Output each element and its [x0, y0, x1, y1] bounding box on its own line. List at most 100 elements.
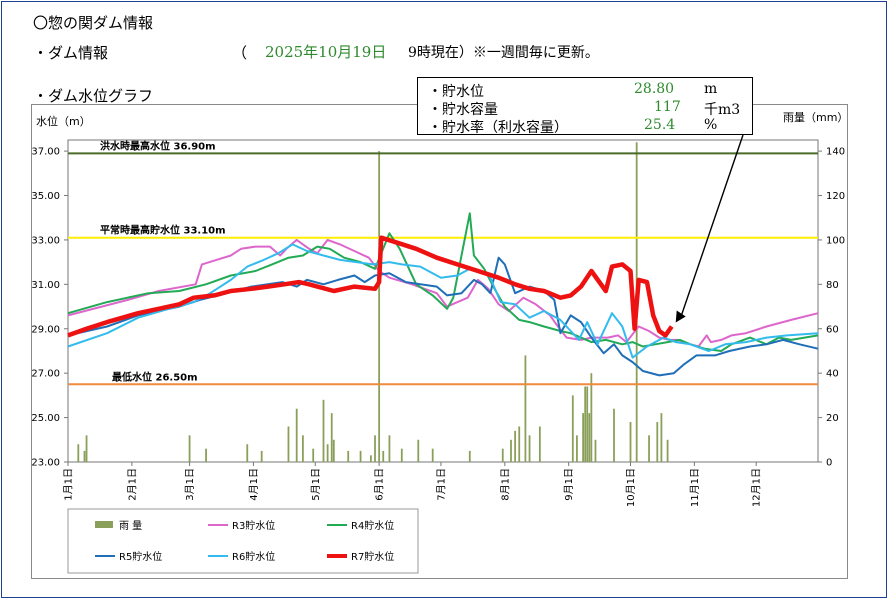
- rain-bar: [260, 450, 263, 462]
- x-tick-label: 6月1日: [374, 468, 386, 501]
- y-axis-label: 水位（m）: [36, 114, 91, 128]
- rain-bar: [613, 408, 615, 462]
- rain-bar: [588, 413, 591, 462]
- legend-swatch: [95, 521, 113, 528]
- rain-bar: [312, 448, 315, 462]
- reference-line-label: 洪水時最高水位 36.90m: [100, 139, 216, 152]
- y2-axis-label: 雨量（mm）: [783, 111, 848, 124]
- rain-bar: [468, 450, 471, 462]
- rain-bar: [400, 448, 403, 462]
- y2-tick-label: 40: [826, 369, 839, 380]
- y2-tick-label: 80: [826, 280, 839, 291]
- graph-heading: ・ダム水位グラフ: [33, 87, 154, 105]
- rain-bar: [501, 448, 504, 462]
- x-tick-label: 11月1日: [689, 468, 701, 507]
- rain-bar: [85, 435, 88, 462]
- rain-bar: [648, 435, 650, 462]
- plot-frame: [67, 139, 819, 463]
- info-value: 25.4: [644, 117, 676, 133]
- legend-label: 雨 量: [119, 520, 142, 532]
- rain-bar: [586, 386, 589, 462]
- y2-tick-label: 120: [826, 191, 845, 202]
- reference-line-label: 最低水位 26.50m: [112, 370, 198, 383]
- y-tick-label: 33.00: [31, 235, 60, 246]
- y-tick-label: 29.00: [31, 324, 60, 335]
- current-status-box: ・貯水位 28.80 m ・貯水容量 117 千m3 ・貯水率（利水容量） 25…: [417, 77, 753, 136]
- info-label: ・貯水容量: [428, 102, 498, 118]
- x-tick-label: 5月1日: [310, 468, 322, 501]
- rain-bar: [205, 448, 207, 462]
- info-unit: %: [704, 117, 718, 133]
- rain-bar: [188, 435, 191, 462]
- rain-bar: [571, 395, 574, 462]
- legend-label: R4貯水位: [351, 519, 394, 532]
- rain-bar: [629, 422, 632, 462]
- pointer-arrow-head: [675, 310, 686, 323]
- pointer-arrow: [681, 134, 744, 315]
- x-tick-label: 4月1日: [248, 468, 260, 501]
- rain-bar: [594, 439, 597, 462]
- info-value: 117: [654, 99, 681, 115]
- rain-bar: [590, 373, 593, 462]
- x-tick-label: 7月1日: [435, 468, 447, 501]
- y-tick-label: 23.00: [31, 458, 60, 469]
- rain-bar: [528, 435, 531, 462]
- rain-bar: [332, 439, 335, 462]
- date-open-paren: （: [232, 44, 248, 62]
- info-label: ・貯水位: [428, 84, 484, 100]
- reference-line-label: 平常時最高貯水位 33.10m: [100, 224, 226, 237]
- rain-bar: [374, 435, 376, 462]
- dam-info-heading: ・ダム情報: [33, 44, 109, 62]
- x-tick-label: 10月1日: [625, 468, 637, 507]
- rain-bar: [538, 426, 541, 462]
- rain-bar: [330, 413, 333, 462]
- x-tick-label: 2月1日: [126, 468, 138, 501]
- rain-bar: [295, 408, 298, 462]
- y2-tick-label: 0: [826, 458, 832, 469]
- rain-bar: [510, 439, 512, 462]
- y2-tick-label: 20: [826, 413, 839, 424]
- info-label: ・貯水率（利水容量）: [428, 120, 568, 136]
- y-tick-label: 25.00: [31, 413, 60, 424]
- legend-label: R3貯水位: [232, 519, 275, 532]
- rain-bar: [518, 426, 521, 462]
- series-line: [67, 235, 674, 338]
- update-date: 2025年10月19日: [265, 43, 387, 61]
- rain-bar: [347, 450, 350, 462]
- rain-bar: [431, 448, 434, 462]
- legend-label: R5貯水位: [119, 550, 162, 563]
- x-tick-label: 3月1日: [184, 468, 196, 501]
- legend-label: R7貯水位: [351, 550, 394, 563]
- x-tick-label: 9月1日: [563, 468, 575, 501]
- x-tick-label: 1月1日: [63, 468, 75, 501]
- x-tick-label: 8月1日: [499, 468, 511, 501]
- rain-bar: [369, 455, 372, 462]
- y-tick-label: 31.00: [31, 280, 60, 291]
- rain-bar: [77, 444, 80, 462]
- legend-box: [67, 508, 419, 574]
- info-value: 28.80: [634, 81, 675, 97]
- rain-bar: [514, 430, 517, 462]
- page-title: 〇惣の関ダム情報: [33, 14, 154, 32]
- rain-bar: [524, 355, 527, 462]
- rain-bar: [359, 450, 362, 462]
- x-tick-label: 12月1日: [751, 468, 763, 507]
- rain-bar: [656, 422, 659, 462]
- rain-bar: [660, 413, 663, 462]
- update-time-note: 9時現在）※一週間毎に更新。: [408, 45, 599, 61]
- y2-tick-label: 100: [826, 235, 845, 246]
- rain-bar: [326, 444, 329, 462]
- rain-bar: [83, 450, 86, 462]
- rain-bar: [417, 439, 420, 462]
- legend-label: R6貯水位: [232, 550, 275, 563]
- rain-bar: [246, 444, 249, 462]
- rain-bar: [388, 435, 391, 462]
- y2-tick-label: 60: [826, 324, 839, 335]
- rain-bar: [301, 435, 304, 462]
- rain-bar: [584, 386, 587, 462]
- info-unit: m: [704, 81, 718, 97]
- y2-tick-label: 140: [826, 147, 845, 158]
- y-tick-label: 37.00: [31, 147, 60, 158]
